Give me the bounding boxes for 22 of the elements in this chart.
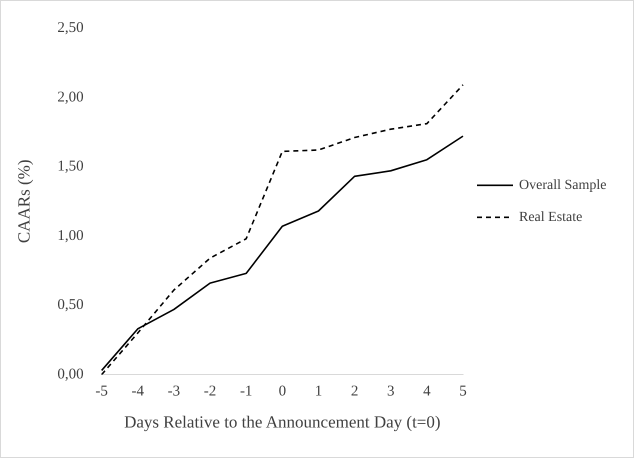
y-tick-label: 1,00 bbox=[57, 228, 84, 244]
y-tick-label: 0,50 bbox=[57, 297, 84, 314]
x-tick-label: 3 bbox=[386, 384, 394, 400]
legend-label: Real Estate bbox=[519, 210, 582, 225]
x-tick-label: -4 bbox=[132, 384, 145, 400]
x-tick-label: 1 bbox=[314, 384, 322, 400]
y-tick-label: 2,00 bbox=[57, 89, 84, 106]
x-tick-label: 5 bbox=[459, 384, 467, 400]
legend-label: Overall Sample bbox=[519, 178, 606, 193]
y-tick-label: 2,50 bbox=[57, 20, 84, 36]
x-tick-label: 0 bbox=[278, 384, 286, 400]
y-axis-title: CAARs (%) bbox=[14, 160, 34, 244]
x-axis-title: Days Relative to the Announcement Day (t=0) bbox=[124, 412, 441, 432]
x-tick-label: -5 bbox=[95, 384, 108, 400]
line-series bbox=[100, 84, 464, 375]
y-tick-label: 0,00 bbox=[57, 366, 84, 383]
x-tick-label: -2 bbox=[204, 384, 216, 400]
x-tick-label: -1 bbox=[240, 384, 252, 400]
x-tick-label: 2 bbox=[350, 384, 358, 400]
x-tick-label: 4 bbox=[423, 384, 432, 400]
x-tick-label: -3 bbox=[168, 384, 180, 400]
y-tick-label: 1,50 bbox=[57, 158, 84, 175]
